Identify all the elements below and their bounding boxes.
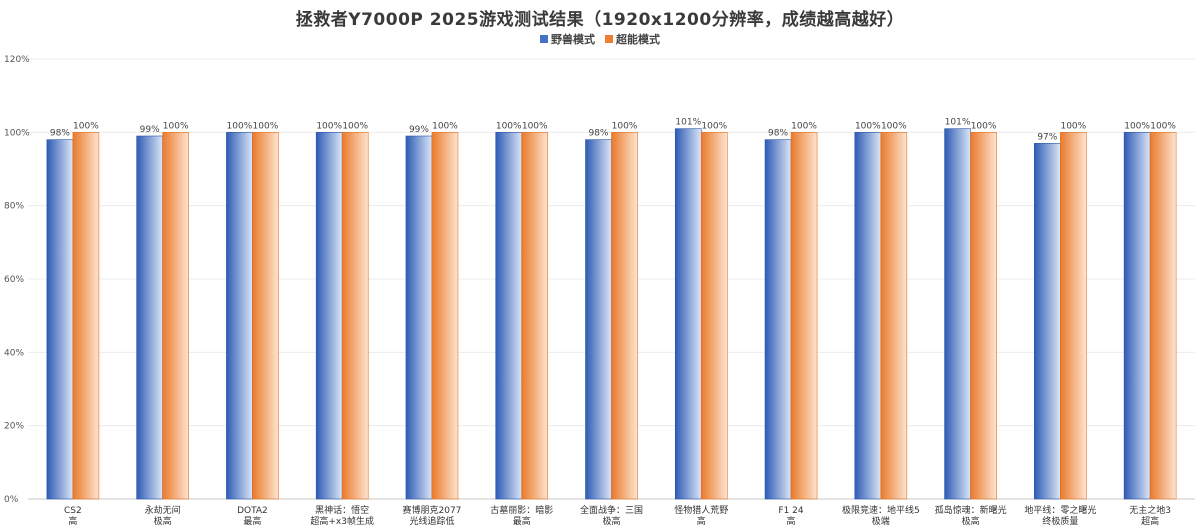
y-tick-label: 100% [4,128,30,138]
bar-series-2 [521,132,549,500]
data-label: 100% [227,121,253,131]
category-label: 极高 [154,515,172,527]
bar-series-2 [252,132,279,500]
y-tick-label: 0% [4,495,19,505]
legend-item-series-1: 野兽模式 [540,31,595,47]
bar-series-1 [1034,143,1061,500]
category-label: 无主之地3 [1129,504,1171,516]
legend-swatch-series-1 [540,35,548,43]
category-label: 赛博朋克2077 [403,504,462,516]
data-label: 100% [522,121,548,131]
category-label: 孤岛惊魂：新曙光 [935,504,1007,516]
bar-series-1 [405,135,433,500]
bar-series-2 [341,132,369,500]
category-label: 极端 [872,515,890,527]
data-label: 99% [140,125,160,135]
data-label: 98% [50,129,70,139]
bar-series-1 [764,139,792,500]
bar-series-1 [46,139,74,500]
data-label: 101% [675,118,701,128]
category-label: 极限竞速：地平线5 [842,504,920,516]
data-label: 100% [881,121,907,131]
bar-series-1 [585,139,612,500]
data-label: 99% [409,125,429,135]
y-tick-label: 80% [4,202,24,212]
category-label: 高 [697,515,706,527]
bar-series-1 [226,132,253,500]
bar-series-1 [674,128,702,500]
data-label: 98% [768,129,788,139]
data-label: 100% [791,121,817,131]
bar-series-2 [431,132,459,500]
y-tick-label: 40% [4,348,24,358]
bars-layer [46,128,1177,500]
legend-swatch-series-2 [605,35,613,43]
legend-label-series-1: 野兽模式 [551,33,595,46]
category-label: 光线追踪低 [409,515,454,527]
data-label: 100% [342,121,368,131]
category-label: 超高+x3帧生成 [310,515,374,527]
category-label: 终极质量 [1042,515,1078,527]
data-label: 101% [945,118,971,128]
bar-series-2 [72,132,100,500]
data-label: 100% [612,121,638,131]
category-label: 超高 [1141,515,1159,527]
category-label: 古墓丽影：暗影 [490,504,553,516]
data-label: 100% [496,121,522,131]
bar-series-2 [611,132,638,500]
bar-series-2 [970,132,997,500]
bar-series-2 [700,132,728,500]
y-tick-label: 120% [4,55,30,65]
data-label: 100% [1060,121,1086,131]
data-label: 100% [855,121,881,131]
category-label: 全面战争：三国 [580,504,643,516]
category-label: DOTA2 [237,506,268,516]
data-label: 100% [316,121,342,131]
bar-series-1 [495,132,523,500]
category-label: 高 [787,515,796,527]
data-label: 98% [588,129,608,139]
category-label: 极高 [962,515,980,527]
bar-series-2 [790,132,818,500]
category-label: 极高 [602,515,620,527]
legend-item-series-2: 超能模式 [605,31,660,47]
bar-series-1 [944,128,971,500]
bar-series-2 [162,132,189,500]
category-label: 高 [68,515,77,527]
data-label: 100% [253,121,279,131]
data-label: 100% [73,121,99,131]
y-tick-label: 60% [4,275,24,285]
category-label: 最高 [513,515,531,527]
category-label: 最高 [243,515,261,527]
category-label: CS2 [64,506,82,516]
data-label: 100% [1124,121,1150,131]
legend-label-series-2: 超能模式 [616,33,660,46]
category-label: 永劫无间 [145,504,181,516]
data-label: 97% [1037,132,1057,142]
bar-series-2 [1149,132,1177,500]
data-label: 100% [701,121,727,131]
category-label: 黑神话：悟空 [315,504,369,516]
chart-title: 拯救者Y7000P 2025游戏测试结果（1920x1200分辨率，成绩越高越好… [295,10,905,30]
category-label: F1 24 [778,506,803,516]
data-label: 100% [971,121,997,131]
bar-series-1 [1123,132,1151,500]
bar-series-2 [880,132,908,500]
bar-series-1 [854,132,882,500]
data-label: 100% [163,121,189,131]
category-label: 地平线：零之曙光 [1024,504,1096,516]
data-label: 100% [1150,121,1176,131]
y-tick-label: 20% [4,422,24,432]
data-label: 100% [432,121,458,131]
bar-series-1 [315,132,343,500]
bar-series-1 [136,135,163,500]
bar-series-2 [1060,132,1087,500]
category-label: 怪物猎人荒野 [674,504,728,516]
chart-legend: 野兽模式 超能模式 [0,31,1200,47]
